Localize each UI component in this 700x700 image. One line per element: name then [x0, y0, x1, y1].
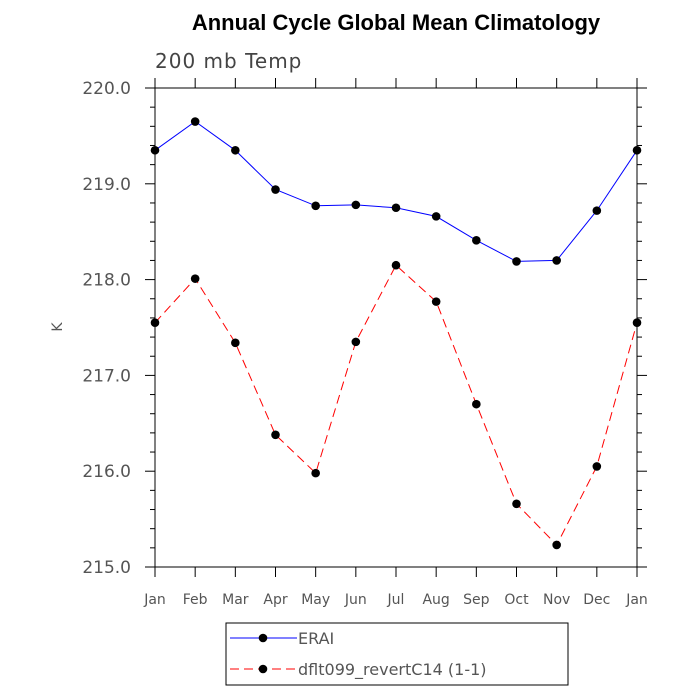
series-2-point	[552, 540, 561, 550]
series-1-point	[552, 256, 561, 265]
series-2-point	[311, 468, 320, 478]
series-1-point	[391, 203, 401, 213]
series-1-point	[512, 257, 521, 266]
x-tick-label: Sep	[463, 592, 490, 608]
series-1-point	[632, 145, 642, 155]
y-tick-label: 216.0	[82, 462, 131, 482]
x-tick-label: Feb	[183, 592, 208, 608]
series-1-point	[472, 236, 481, 245]
y-tick-label: 217.0	[82, 366, 131, 386]
y-tick-label: 219.0	[82, 175, 131, 195]
series-line-2	[154, 264, 638, 546]
series-1-point	[271, 185, 280, 194]
plot-area: 215.0 216.0 217.0 218.0 219.0 220.0 Jan Feb Mar A…	[82, 78, 648, 608]
series-1-point	[311, 201, 320, 211]
x-tick-label: Nov	[543, 592, 570, 608]
legend: ERAI dflt099_revertC14 (1-1)	[225, 622, 569, 686]
series-1-point	[190, 117, 200, 126]
legend-label-1: ERAI	[298, 629, 334, 648]
x-tick-label: Jul	[387, 592, 405, 608]
x-tick-label: May	[301, 592, 330, 608]
series-2-point	[632, 318, 642, 328]
series-2-point	[231, 338, 240, 348]
chart-subtitle: 200 mb Temp	[155, 49, 302, 73]
x-tick-label: Dec	[583, 592, 610, 608]
series-2-point	[512, 499, 521, 509]
y-axis-label: K	[50, 322, 66, 332]
series-1-point	[231, 145, 240, 155]
legend-box	[225, 622, 569, 686]
x-tick-label: Apr	[263, 592, 287, 608]
series-line-1	[154, 120, 638, 262]
x-tick-label: Mar	[222, 592, 249, 608]
x-tick-label: Jan	[625, 592, 648, 608]
series-2-point	[190, 274, 200, 283]
y-tick-label: 218.0	[82, 271, 131, 291]
series-2-point	[472, 399, 481, 409]
series-2-point	[271, 430, 280, 440]
legend-marker-1	[258, 633, 268, 643]
series-2-point	[431, 297, 441, 306]
x-tick-label: Aug	[422, 592, 449, 608]
series-2-point	[351, 337, 361, 347]
series-2-point	[150, 318, 160, 328]
legend-label-2: dflt099_revertC14 (1-1)	[298, 660, 487, 680]
series-1-point	[351, 200, 361, 210]
x-tick-label: Jun	[344, 592, 367, 608]
y-tick-label: 220.0	[82, 79, 131, 99]
legend-marker-2	[258, 664, 268, 674]
series-2-point	[592, 462, 602, 471]
y-tick-label: 215.0	[82, 558, 131, 578]
series-1-point	[150, 145, 160, 155]
series-2-point	[391, 260, 401, 270]
series-1-point	[592, 206, 602, 215]
x-tick-label: Jan	[143, 592, 166, 608]
series-1-point	[431, 212, 441, 221]
plot-frame	[154, 87, 638, 568]
x-tick-label: Oct	[504, 592, 529, 608]
chart-title: Annual Cycle Global Mean Climatology	[192, 10, 601, 35]
